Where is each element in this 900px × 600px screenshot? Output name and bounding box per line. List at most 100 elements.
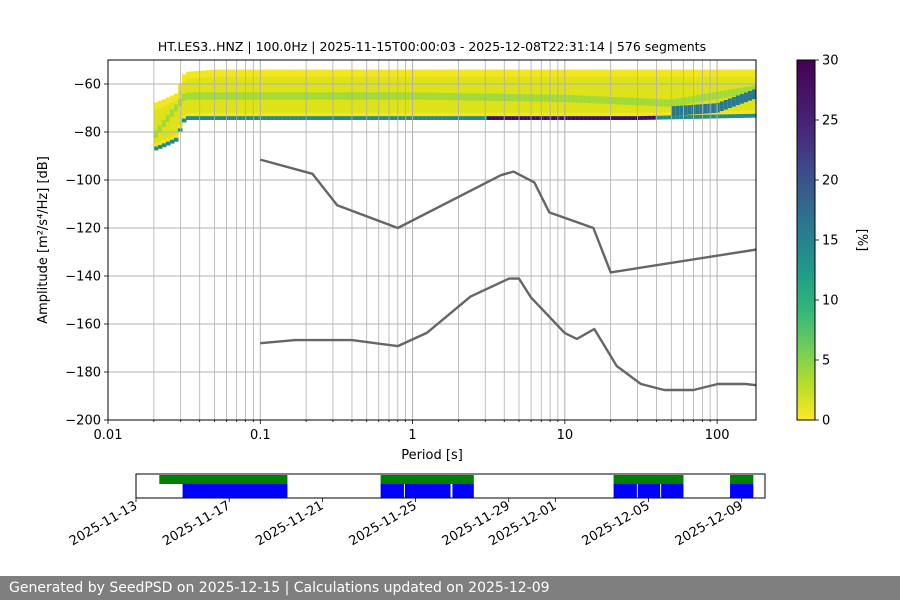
heatmap-low-edge [491,116,496,120]
heatmap-mode-cell [587,95,593,104]
heatmap-low-edge [210,116,215,120]
heatmap-mode-cell [173,104,179,112]
y-tick-label: −180 [65,366,101,381]
timeline-tick-label: 2025-11-25 [347,498,420,549]
heatmap-long-period [715,102,721,113]
y-tick-label: −140 [65,270,101,285]
colorbar-tick-label: 20 [822,174,839,189]
heatmap-mode-cell [655,98,661,107]
heatmap-low-edge [202,116,207,120]
x-axis: 0.01 0.1 1 10 100 [94,420,730,443]
heatmap-column-core [177,91,183,126]
y-tick-label: −120 [65,222,101,237]
timeline-used-segment [404,484,451,498]
heatmap-long-period [675,105,681,116]
heatmap-mode-cell [181,93,187,101]
heatmap-low-edge [691,115,697,119]
colorbar-tick-label: 25 [822,114,839,129]
heatmap-low-edge [246,116,251,120]
y-tick-label: −60 [74,78,101,93]
heatmap-low-edge [177,128,183,133]
heatmap-mode-cell [406,92,412,100]
heatmap-mode-cell [278,92,283,100]
heatmap-low-edge [185,116,191,120]
heatmap-mode-cell [358,92,364,100]
heatmap-mode-cell [611,96,617,105]
heatmap-low-edge [663,115,669,120]
heatmap-mode-cell [623,97,629,105]
timeline-tick-label: 2025-12-09 [673,498,746,549]
heatmap-low-edge [165,141,171,146]
heatmap-low-edge [499,116,504,120]
heatmap-low-edge [302,116,307,120]
heatmap-mode-cell [394,92,400,100]
timeline-tick-label: 2025-11-21 [253,498,326,549]
heatmap-mode-cell [266,92,271,100]
heatmap-low-edge [414,116,420,120]
heatmap-low-edge [390,116,396,120]
heatmap-mode-cell [250,92,255,100]
heatmap-low-edge [503,116,508,120]
heatmap-mode-cell [354,92,360,100]
grid-layer [108,60,756,420]
footer-text: Generated by SeedPSD on 2025-12-15 | Cal… [9,580,550,596]
heatmap-low-edge [222,116,227,120]
heatmap-mode-cell [579,95,584,103]
heatmap-low-edge [579,116,584,120]
heatmap-low-edge [587,116,593,120]
heatmap-low-edge [739,114,745,118]
heatmap-low-edge [370,116,376,120]
heatmap-low-edge [157,144,163,149]
heatmap-mode-cell [430,92,436,100]
heatmap-low-edge [294,116,299,120]
heatmap-mode-cell [551,94,556,102]
heatmap-mode-cell [563,94,568,103]
timeline-available-segment [613,475,684,484]
heatmap-mode-cell [454,93,460,101]
heatmap-low-edge [422,116,428,120]
heatmap-low-edge [627,116,633,120]
y-tick-label: −100 [65,174,101,189]
heatmap-mode-cell [298,92,303,100]
heatmap-mode-cell [591,96,597,104]
y-tick-label: −80 [74,126,101,141]
heatmap-mode-cell [571,95,576,103]
heatmap-column-core [587,76,593,113]
heatmap-mode-cell [651,98,657,107]
heatmap-column-core [595,76,601,113]
timeline-frame [135,473,766,499]
heatmap-mode-cell [418,92,424,100]
heatmap-mode-cell [667,99,673,107]
heatmap-column-core [563,76,568,113]
heatmap-low-edge [527,116,532,120]
heatmap-mode-cell [306,92,312,100]
heatmap-low-edge [563,116,568,120]
heatmap-column-core [173,100,179,135]
heatmap-column-core [687,76,693,112]
heatmap-column-core [157,108,163,142]
heatmap-low-edge [446,116,452,120]
heatmap-mode-cell [603,96,609,104]
y-tick-label: −200 [65,414,101,429]
heatmap-column-core [169,102,175,137]
heatmap-mode-cell [575,95,580,103]
heatmap-low-edge [310,116,316,120]
heatmap-low-edge [559,116,564,120]
heatmap-low-edge [495,116,500,120]
plot-area [107,59,757,421]
heatmap-mode-cell [302,92,307,100]
heatmap-long-period [711,103,717,114]
heatmap-column-core [651,76,657,113]
colorbar: 0 5 10 15 20 25 30 [%] [796,54,869,429]
heatmap-mode-cell [663,99,669,107]
heatmap-mode-cell [185,92,191,100]
heatmap-column-core [639,76,645,113]
heatmap-low-edge [470,116,476,120]
heatmap-mode-cell [177,98,183,107]
heatmap-mode-cell [659,99,665,107]
heatmap-low-edge [723,114,729,119]
heatmap-mode-cell [639,98,645,106]
heatmap-mode-cell [210,92,215,100]
heatmap-mode-cell [434,92,440,100]
heatmap-column-core [571,76,576,113]
